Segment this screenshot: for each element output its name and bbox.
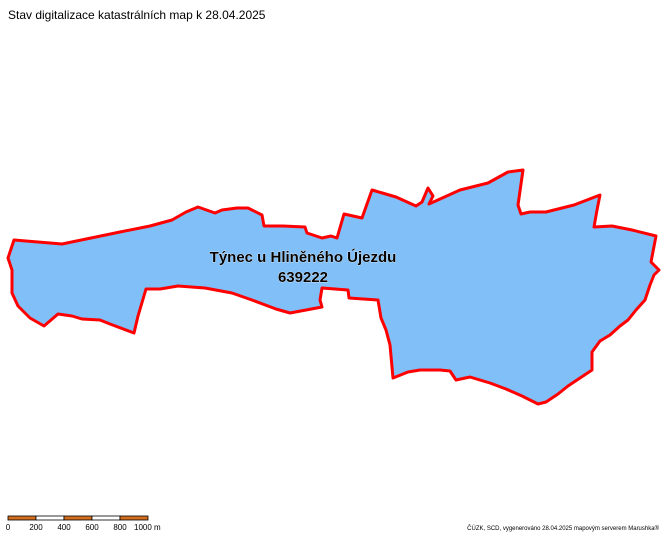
parcel-name-label: Týnec u Hliněného Újezdu (210, 248, 397, 266)
scale-segment-5 (119, 515, 149, 521)
scale-bar: 0 200 400 600 800 1000 m (6, 515, 161, 532)
scale-segment-2 (35, 515, 65, 521)
scale-label-1000: 1000 m (134, 523, 161, 532)
scale-label-400: 400 (57, 523, 71, 532)
parcel-code-label: 639222 (278, 269, 328, 286)
scale-label-200: 200 (29, 523, 43, 532)
map-title: Stav digitalizace katastrálních map k 28… (8, 8, 266, 22)
scale-segment-1 (7, 515, 37, 521)
scale-segment-3 (63, 515, 93, 521)
parcel-boundary[interactable] (6, 168, 661, 406)
scale-segment-4 (91, 515, 121, 521)
scale-label-0: 0 (6, 523, 11, 532)
scale-label-800: 800 (113, 523, 127, 532)
map-credit: ČÚZK, SCD, vygenerováno 28.04.2025 mapov… (467, 526, 659, 532)
scale-label-600: 600 (85, 523, 99, 532)
